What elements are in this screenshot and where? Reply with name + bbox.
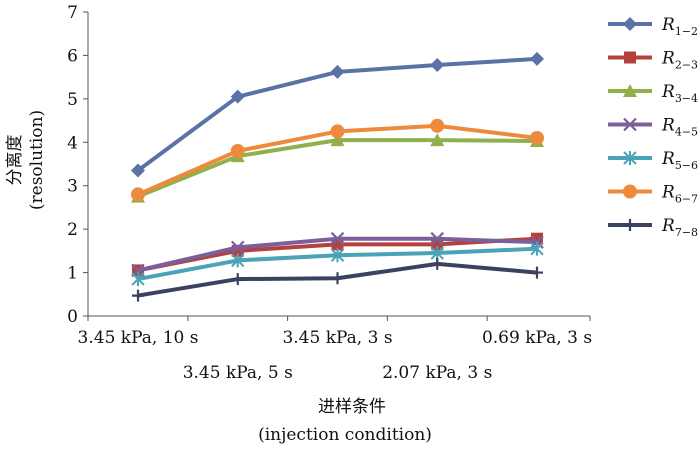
series-5-6 — [131, 241, 544, 287]
data-point — [531, 266, 543, 279]
data-point — [430, 133, 445, 147]
legend: R1−2 R2−3 R3−4 R4−5 R5−6 R6−7 R7−8 — [608, 15, 698, 239]
data-point — [230, 89, 245, 104]
legend-label: R7−8 — [661, 216, 698, 239]
data-point — [131, 163, 145, 178]
data-point — [430, 57, 445, 72]
data-point — [623, 84, 637, 97]
legend-label: R1−2 — [661, 15, 698, 38]
data-point — [330, 231, 345, 246]
y-tick-label: 2 — [67, 220, 78, 240]
legend-item: R1−2 — [608, 15, 698, 38]
data-point — [330, 248, 345, 263]
data-point — [231, 273, 244, 286]
x-tick-label: 3.45 kPa, 5 s — [183, 363, 293, 383]
data-point — [623, 117, 637, 132]
x-tick-label: 2.07 kPa, 3 s — [382, 363, 492, 383]
legend-item: R2−3 — [608, 49, 698, 72]
legend-label: R5−6 — [661, 149, 698, 172]
data-point — [624, 219, 636, 231]
legend-item: R7−8 — [608, 216, 698, 239]
data-point — [430, 246, 444, 261]
data-point — [330, 64, 345, 79]
series-group — [131, 51, 544, 302]
x-axis-title: 进样条件 (injection condition) — [258, 397, 432, 445]
series-3-4 — [131, 133, 544, 203]
legend-label: R2−3 — [661, 49, 698, 72]
data-point — [623, 17, 637, 31]
y-tick-label: 4 — [67, 133, 78, 153]
data-point — [230, 143, 245, 158]
data-point — [330, 133, 345, 147]
legend-item: R4−5 — [608, 116, 698, 139]
legend-item: R5−6 — [608, 149, 698, 172]
data-point — [430, 231, 445, 246]
data-point — [623, 151, 637, 165]
data-point — [131, 187, 145, 202]
y-axis-title: 分离度 (resolution) — [5, 110, 47, 210]
y-axis-title-line2: (resolution) — [27, 110, 47, 210]
x-tick-label: 3.45 kPa, 10 s — [78, 328, 199, 348]
y-tick-label: 1 — [67, 264, 78, 284]
data-point — [330, 124, 345, 139]
legend-label: R4−5 — [661, 116, 698, 139]
y-tick-label: 5 — [67, 90, 78, 110]
y-tick-label: 3 — [67, 177, 78, 197]
legend-label: R3−4 — [661, 82, 698, 105]
x-axis-title-line2: (injection condition) — [258, 425, 432, 445]
data-point — [132, 289, 144, 302]
x-tick-label: 3.45 kPa, 3 s — [282, 328, 392, 348]
y-tick-labels: 0 1 2 3 4 5 6 7 — [67, 3, 78, 327]
data-point — [530, 241, 544, 256]
chart-axes — [83, 11, 591, 321]
series-1-2 — [131, 51, 544, 178]
data-point — [431, 257, 444, 270]
y-tick-label: 6 — [67, 46, 78, 66]
data-point — [530, 130, 544, 145]
y-axis-title-line1: 分离度 — [5, 135, 25, 186]
y-tick-label: 0 — [67, 307, 78, 327]
legend-label: R6−7 — [661, 183, 698, 206]
x-tick-label: 0.69 kPa, 3 s — [482, 328, 592, 348]
series-6-7 — [131, 118, 544, 202]
data-point — [624, 51, 636, 64]
x-tick-labels: 3.45 kPa, 10 s 3.45 kPa, 5 s 3.45 kPa, 3 s… — [78, 328, 593, 383]
data-point — [430, 118, 445, 133]
x-axis-title-line1: 进样条件 — [318, 397, 386, 417]
series-7-8 — [132, 257, 543, 302]
data-point — [530, 51, 544, 66]
legend-item: R6−7 — [608, 183, 698, 206]
data-point — [623, 184, 637, 199]
data-point — [231, 253, 245, 268]
y-tick-label: 7 — [67, 3, 78, 23]
data-point — [230, 240, 245, 255]
data-point — [331, 272, 344, 285]
data-point — [131, 272, 145, 287]
legend-item: R3−4 — [608, 82, 698, 105]
